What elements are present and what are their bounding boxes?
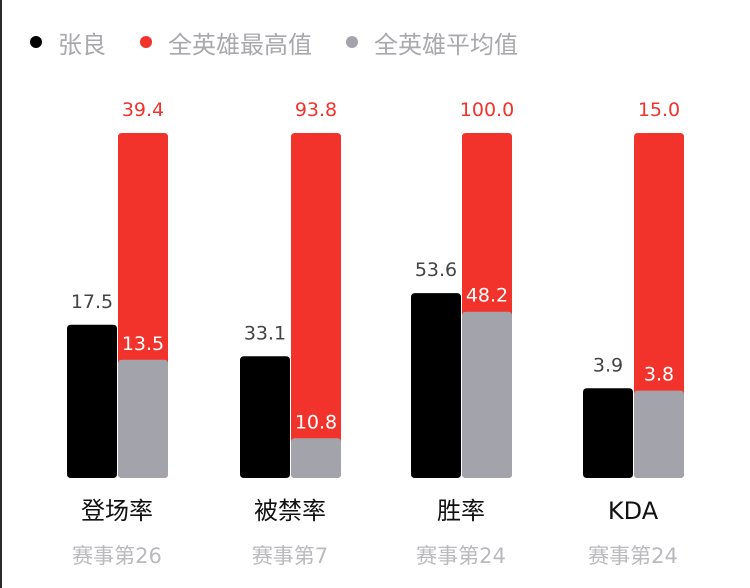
bar-hero-1: [240, 356, 290, 478]
legend-item-zhangliang: 张良: [30, 25, 106, 60]
value-label-max-1: 93.8: [295, 99, 337, 121]
value-label-avg-1: 10.8: [295, 411, 337, 433]
category-rank-3: 赛事第24: [588, 544, 678, 568]
legend-dot-zhangliang: [30, 36, 42, 48]
category-rank-2: 赛事第24: [416, 544, 506, 568]
legend-item-max: 全英雄最高值: [140, 25, 312, 60]
category-rank-0: 赛事第26: [72, 544, 162, 568]
bar-hero-0: [67, 324, 117, 478]
left-border: [0, 0, 2, 588]
legend-dot-avg: [346, 36, 358, 48]
legend-label-max: 全英雄最高值: [168, 30, 312, 59]
legend-label-avg: 全英雄平均值: [374, 30, 518, 59]
legend-dot-max: [140, 36, 152, 48]
bar-max-1: [291, 133, 341, 478]
category-label-3: KDA: [608, 497, 659, 525]
bar-avg-2: [462, 311, 512, 478]
bar-avg-1: [291, 438, 341, 478]
value-label-hero-1: 33.1: [244, 322, 286, 344]
bar-hero-3: [583, 388, 633, 478]
value-label-avg-3: 3.8: [644, 364, 674, 386]
legend: 张良 全英雄最高值 全英雄平均值: [30, 22, 552, 62]
value-label-hero-2: 53.6: [415, 259, 457, 281]
bar-avg-3: [634, 390, 684, 478]
value-label-avg-2: 48.2: [466, 285, 508, 307]
value-label-hero-3: 3.9: [593, 354, 623, 376]
value-label-max-0: 39.4: [122, 99, 164, 121]
value-label-avg-0: 13.5: [122, 333, 164, 355]
bar-hero-2: [411, 293, 461, 478]
value-label-max-3: 15.0: [638, 99, 680, 121]
value-label-max-2: 100.0: [460, 99, 514, 121]
category-label-1: 被禁率: [254, 497, 326, 525]
category-label-0: 登场率: [81, 497, 153, 525]
legend-item-avg: 全英雄平均值: [346, 25, 518, 60]
value-label-hero-0: 17.5: [71, 291, 113, 313]
category-label-2: 胜率: [437, 497, 485, 525]
legend-label-zhangliang: 张良: [58, 30, 106, 59]
category-rank-1: 赛事第7: [252, 544, 328, 568]
bar-avg-0: [118, 359, 168, 478]
